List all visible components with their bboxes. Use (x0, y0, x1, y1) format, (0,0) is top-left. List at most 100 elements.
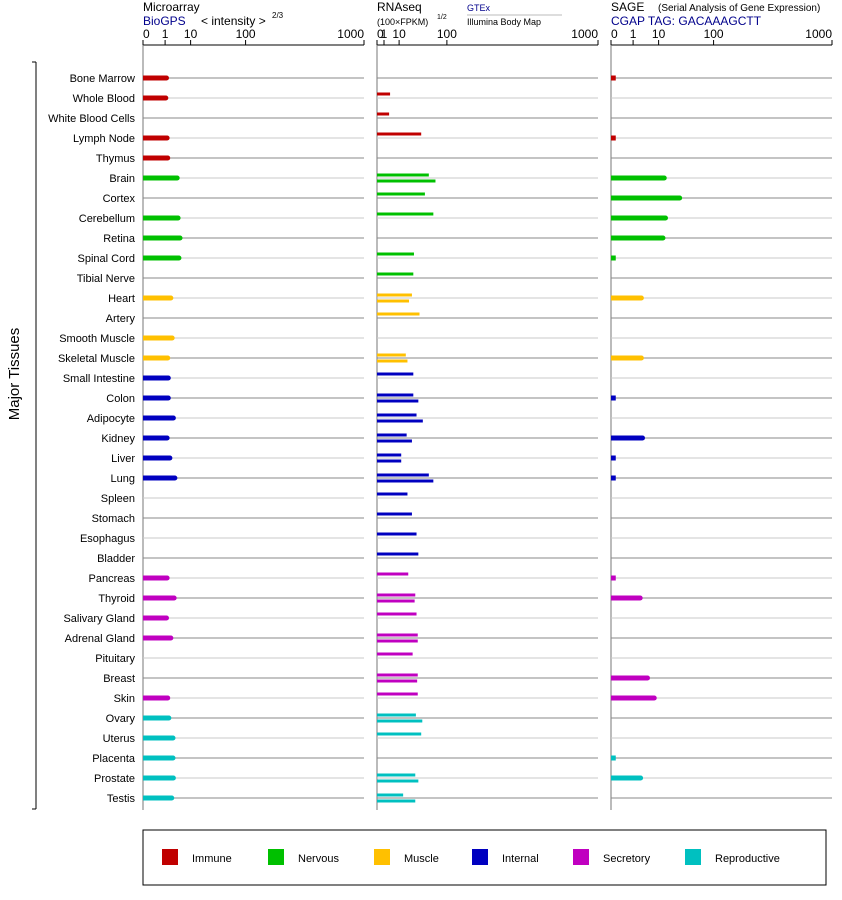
tissue-label: Breast (103, 673, 135, 685)
tissue-row: Lung (111, 473, 832, 485)
legend-label: Nervous (298, 853, 339, 865)
rnaseq-title: RNAseq (377, 0, 422, 14)
sage-axis: 0 1 10 100 1000 (610, 27, 833, 810)
tissue-label: Skin (114, 693, 135, 705)
tissue-label: Salivary Gland (63, 613, 135, 625)
microarray-title: Microarray (143, 0, 200, 14)
tissue-row: Heart (108, 293, 832, 305)
tissue-label: Testis (107, 793, 136, 805)
legend-swatch (573, 849, 589, 865)
tissue-row: Ovary (106, 713, 832, 725)
sage-tick-label: 0 (611, 27, 618, 41)
tissue-rows: Bone Marrow Whole Blood White Blood Cells L… (48, 73, 832, 805)
microarray-bar-cap (165, 355, 171, 361)
legend: Immune Nervous Muscle Internal Secretory Repr… (142, 829, 827, 886)
legend-label: Secretory (603, 853, 651, 865)
microarray-bar-cap (167, 455, 173, 461)
tissue-row: Thyroid (98, 593, 832, 605)
sage-bar-cap (637, 595, 643, 601)
sage-bar-cap (661, 175, 667, 181)
tissue-label: Skeletal Muscle (58, 353, 135, 365)
microarray-bar-cap (176, 255, 182, 261)
microarray-bar-cap (171, 595, 177, 601)
tissue-label: Colon (106, 393, 135, 405)
tissue-row: Esophagus (80, 532, 832, 545)
tissue-row: Colon (106, 393, 832, 405)
microarray-tick-label: 0 (143, 27, 150, 41)
tissue-label: Adipocyte (87, 413, 135, 425)
tissue-label: Tibial Nerve (77, 273, 135, 285)
tissue-label: Pituitary (95, 653, 135, 665)
major-tissues-label: Major Tissues (6, 328, 23, 421)
microarray-bar-cap (165, 155, 171, 161)
legend-label: Reproductive (715, 853, 780, 865)
tissue-row: Placenta (92, 753, 832, 765)
rnaseq-tick-label: 1000 (571, 27, 598, 41)
tissue-row: Stomach (92, 512, 832, 525)
sage-bar-cap (638, 775, 644, 781)
sage-bar-cap (644, 675, 650, 681)
tissue-row: Smooth Muscle (59, 333, 832, 345)
microarray-bar-cap (172, 475, 178, 481)
tissue-row: Kidney (101, 433, 832, 445)
rnaseq-tick-label: 1 (381, 27, 388, 41)
legend-swatch (685, 849, 701, 865)
rnaseq-tick-label: 10 (392, 27, 406, 41)
microarray-bar-cap (170, 755, 176, 761)
tissue-row: Uterus (103, 732, 832, 745)
sage-bar-cap (640, 435, 646, 441)
major-tissues-bracket: Major Tissues (6, 61, 37, 810)
microarray-bar-cap (170, 415, 176, 421)
tissue-row: Spleen (101, 492, 832, 505)
tissue-row: Adipocyte (87, 413, 832, 425)
panel-axes: 0 1 10 100 1000 01 10 100 1000 0 1 10 100 1000 (142, 27, 833, 810)
tissue-label: Lymph Node (73, 133, 135, 145)
legend-label: Muscle (404, 853, 439, 865)
sage-tick-label: 10 (652, 27, 666, 41)
tissue-label: Retina (103, 233, 136, 245)
tissue-label: Stomach (92, 513, 135, 525)
legend-item: Immune (162, 849, 232, 865)
tissue-row: Spinal Cord (78, 252, 832, 265)
tissue-label: Pancreas (89, 573, 136, 585)
microarray-bar-cap (170, 735, 176, 741)
tissue-label: Cerebellum (79, 213, 135, 225)
tissue-label: Heart (108, 293, 135, 305)
tissue-label: Ovary (106, 713, 136, 725)
microarray-bar-cap (169, 335, 175, 341)
tissue-row: White Blood Cells (48, 112, 832, 125)
tissue-row: Breast (103, 673, 832, 685)
microarray-bar-cap (175, 215, 181, 221)
sage-source: CGAP TAG: GACAAAGCTT (611, 14, 762, 28)
microarray-tick-label: 1 (162, 27, 169, 41)
microarray-bar-cap (177, 235, 183, 241)
microarray-source: BioGPS (143, 14, 186, 28)
tissue-label: Uterus (103, 733, 136, 745)
tissue-row: Salivary Gland (63, 612, 832, 625)
sage-bar-cap (638, 295, 644, 301)
rnaseq-unit-exponent: 1/2 (437, 14, 447, 21)
tissue-label: Artery (106, 313, 136, 325)
tissue-label: Bone Marrow (70, 73, 135, 85)
sage-bar-cap (660, 235, 666, 241)
microarray-bar-cap (165, 375, 171, 381)
legend-item: Nervous (268, 849, 339, 865)
sage-bar-cap (651, 695, 657, 701)
microarray-axis: 0 1 10 100 1000 (142, 27, 365, 810)
rnaseq-header: RNAseq (100×FPKM) 1/2 GTEx Illumina Body… (377, 0, 562, 27)
tissue-label: Spinal Cord (78, 253, 135, 265)
tissue-row: Small Intestine (63, 372, 832, 385)
tissue-label: Spleen (101, 493, 135, 505)
tissue-row: Artery (106, 312, 832, 325)
tissue-label: Whole Blood (73, 93, 135, 105)
tissue-label: Small Intestine (63, 373, 135, 385)
tissue-row: Tibial Nerve (77, 272, 832, 285)
microarray-unit: < intensity > (201, 14, 266, 28)
sage-subtitle: (Serial Analysis of Gene Expression) (658, 3, 820, 14)
legend-item: Secretory (573, 849, 651, 865)
microarray-bar-cap (164, 575, 170, 581)
tissue-row: Whole Blood (73, 92, 832, 105)
legend-swatch (162, 849, 178, 865)
tissue-label: Cortex (103, 193, 136, 205)
